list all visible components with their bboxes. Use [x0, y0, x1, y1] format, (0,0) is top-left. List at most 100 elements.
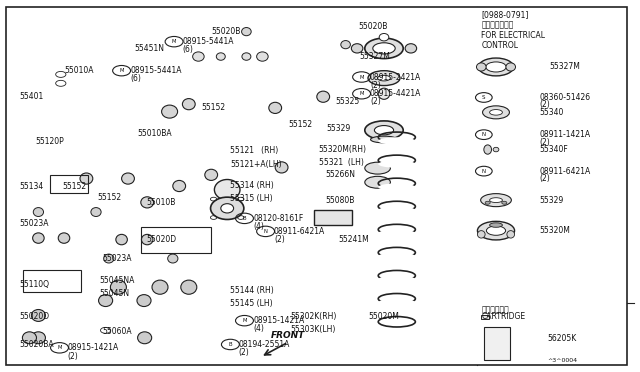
Ellipse shape: [405, 44, 417, 53]
Ellipse shape: [485, 201, 490, 204]
Ellipse shape: [138, 332, 152, 344]
Text: M: M: [359, 74, 364, 80]
Ellipse shape: [180, 280, 197, 294]
Ellipse shape: [91, 208, 101, 217]
Text: 55451N: 55451N: [134, 44, 164, 53]
Ellipse shape: [173, 180, 186, 192]
Text: 55045NA: 55045NA: [99, 276, 134, 285]
Text: 56205K: 56205K: [547, 334, 577, 343]
Text: 55010B: 55010B: [146, 198, 175, 207]
Ellipse shape: [502, 201, 507, 204]
Ellipse shape: [506, 63, 516, 71]
Text: 55080B: 55080B: [325, 196, 355, 205]
Ellipse shape: [507, 231, 515, 238]
Text: 55121   (RH): 55121 (RH): [230, 146, 278, 155]
Ellipse shape: [378, 137, 415, 145]
Ellipse shape: [378, 88, 390, 99]
Text: 55010A: 55010A: [64, 66, 93, 75]
Text: 55020D: 55020D: [19, 312, 49, 321]
Text: 55241M: 55241M: [338, 235, 369, 244]
Text: 55152: 55152: [288, 120, 312, 129]
Ellipse shape: [122, 173, 134, 184]
Ellipse shape: [99, 295, 113, 307]
Text: 55329: 55329: [326, 124, 351, 133]
Ellipse shape: [168, 254, 178, 263]
Text: 08911-6421A: 08911-6421A: [540, 167, 591, 176]
Ellipse shape: [242, 28, 252, 36]
Ellipse shape: [365, 162, 390, 174]
Text: 08915-5441A: 08915-5441A: [131, 66, 182, 75]
Text: 55010BA: 55010BA: [138, 129, 172, 138]
Ellipse shape: [137, 295, 151, 307]
Ellipse shape: [378, 299, 415, 306]
Text: 55120P: 55120P: [35, 137, 64, 146]
Ellipse shape: [486, 62, 506, 72]
Text: 55023A: 55023A: [19, 219, 49, 228]
Ellipse shape: [477, 221, 515, 240]
Ellipse shape: [22, 332, 36, 344]
Ellipse shape: [141, 197, 154, 208]
Text: (6): (6): [182, 45, 193, 54]
Text: 55401: 55401: [19, 92, 44, 101]
Text: 55020D: 55020D: [146, 235, 176, 244]
Bar: [481, 315, 489, 319]
Text: 08360-51426: 08360-51426: [540, 93, 591, 102]
Text: 55152: 55152: [202, 103, 226, 112]
Text: (2): (2): [540, 138, 550, 147]
Text: 55152: 55152: [63, 182, 87, 190]
Ellipse shape: [351, 44, 363, 53]
Text: 55060A: 55060A: [102, 327, 132, 336]
Text: 55145 (LH): 55145 (LH): [230, 299, 273, 308]
Text: 08915-1421A: 08915-1421A: [253, 316, 305, 325]
Text: 55121+A(LH): 55121+A(LH): [230, 160, 282, 169]
Ellipse shape: [378, 160, 415, 168]
Ellipse shape: [275, 162, 288, 173]
Ellipse shape: [104, 254, 114, 263]
Ellipse shape: [205, 169, 218, 180]
Text: 55302K(RH): 55302K(RH): [291, 312, 337, 321]
Text: 55110Q: 55110Q: [19, 280, 49, 289]
Ellipse shape: [221, 204, 234, 213]
Text: FOR ELECTRICAL: FOR ELECTRICAL: [481, 31, 545, 40]
Text: 55020BA: 55020BA: [19, 340, 54, 349]
Text: N: N: [264, 229, 268, 234]
Ellipse shape: [31, 332, 45, 344]
Ellipse shape: [486, 226, 506, 235]
Text: (4): (4): [253, 222, 264, 231]
Text: (2): (2): [540, 174, 550, 183]
Text: B: B: [228, 342, 232, 347]
Ellipse shape: [216, 53, 225, 60]
Ellipse shape: [368, 71, 400, 86]
Ellipse shape: [317, 91, 330, 102]
Ellipse shape: [162, 105, 178, 118]
Text: 55023A: 55023A: [102, 254, 132, 263]
Bar: [484, 327, 510, 360]
Ellipse shape: [379, 33, 389, 41]
Text: (2): (2): [370, 97, 381, 106]
Text: CONTROL: CONTROL: [481, 41, 518, 50]
Ellipse shape: [31, 310, 45, 321]
Text: 08915-4421A: 08915-4421A: [370, 89, 421, 98]
Ellipse shape: [110, 280, 127, 294]
Text: (4): (4): [253, 324, 264, 333]
Ellipse shape: [372, 43, 396, 54]
Text: カートリッジ: カートリッジ: [481, 305, 509, 314]
Text: 55020B: 55020B: [211, 27, 241, 36]
Ellipse shape: [33, 233, 44, 243]
Text: 08194-2551A: 08194-2551A: [239, 340, 290, 349]
Text: CARTRIDGE: CARTRIDGE: [481, 312, 525, 321]
Ellipse shape: [378, 276, 415, 283]
Text: M: M: [359, 91, 364, 96]
Text: (2): (2): [239, 348, 250, 357]
Ellipse shape: [378, 253, 415, 260]
Ellipse shape: [477, 231, 485, 238]
Ellipse shape: [152, 280, 168, 294]
Ellipse shape: [378, 75, 390, 81]
Ellipse shape: [483, 106, 509, 119]
Ellipse shape: [371, 136, 397, 143]
Text: 55020M: 55020M: [368, 312, 399, 321]
Ellipse shape: [374, 126, 394, 135]
Ellipse shape: [479, 58, 514, 76]
Ellipse shape: [182, 99, 195, 110]
Ellipse shape: [214, 180, 240, 200]
